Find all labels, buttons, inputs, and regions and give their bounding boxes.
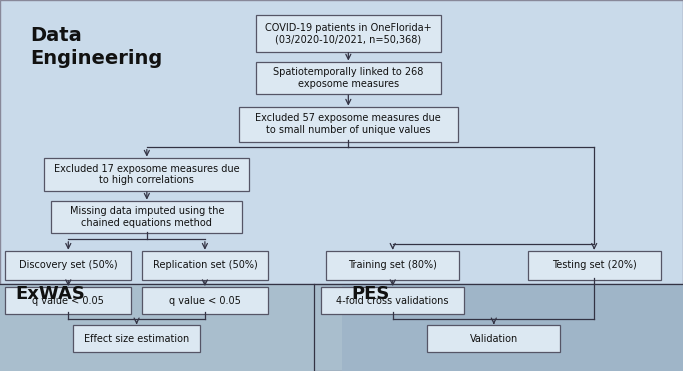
FancyBboxPatch shape — [74, 325, 199, 352]
Text: Discovery set (50%): Discovery set (50%) — [19, 260, 117, 270]
Text: q value < 0.05: q value < 0.05 — [169, 296, 241, 305]
Text: Missing data imputed using the
chained equations method: Missing data imputed using the chained e… — [70, 206, 224, 228]
Text: Excluded 57 exposome measures due
to small number of unique values: Excluded 57 exposome measures due to sma… — [255, 114, 441, 135]
Text: q value < 0.05: q value < 0.05 — [32, 296, 104, 305]
FancyBboxPatch shape — [142, 251, 268, 280]
FancyBboxPatch shape — [51, 201, 242, 233]
FancyBboxPatch shape — [5, 287, 131, 314]
FancyBboxPatch shape — [326, 251, 459, 280]
FancyBboxPatch shape — [239, 106, 458, 142]
FancyBboxPatch shape — [5, 251, 131, 280]
Text: Validation: Validation — [470, 334, 518, 344]
Bar — [0, 284, 683, 371]
FancyBboxPatch shape — [527, 251, 661, 280]
Text: Excluded 17 exposome measures due
to high correlations: Excluded 17 exposome measures due to hig… — [54, 164, 240, 185]
Text: Spatiotemporally linked to 268
exposome measures: Spatiotemporally linked to 268 exposome … — [273, 67, 423, 89]
FancyBboxPatch shape — [256, 15, 441, 52]
Text: PES: PES — [352, 285, 390, 303]
Text: ExWAS: ExWAS — [15, 285, 85, 303]
FancyBboxPatch shape — [142, 287, 268, 314]
Bar — [0, 0, 683, 289]
Text: Replication set (50%): Replication set (50%) — [152, 260, 257, 270]
Text: Data
Engineering: Data Engineering — [31, 26, 163, 69]
Text: Effect size estimation: Effect size estimation — [84, 334, 189, 344]
FancyBboxPatch shape — [428, 325, 561, 352]
FancyBboxPatch shape — [256, 62, 441, 94]
FancyBboxPatch shape — [321, 287, 464, 314]
Text: Training set (80%): Training set (80%) — [348, 260, 437, 270]
Bar — [342, 284, 683, 371]
FancyBboxPatch shape — [44, 158, 249, 191]
Text: 4-fold cross validations: 4-fold cross validations — [337, 296, 449, 305]
Text: Testing set (20%): Testing set (20%) — [552, 260, 637, 270]
Text: COVID-19 patients in OneFlorida+
(03/2020-10/2021, n=50,368): COVID-19 patients in OneFlorida+ (03/202… — [265, 23, 432, 44]
Bar — [0, 284, 314, 371]
